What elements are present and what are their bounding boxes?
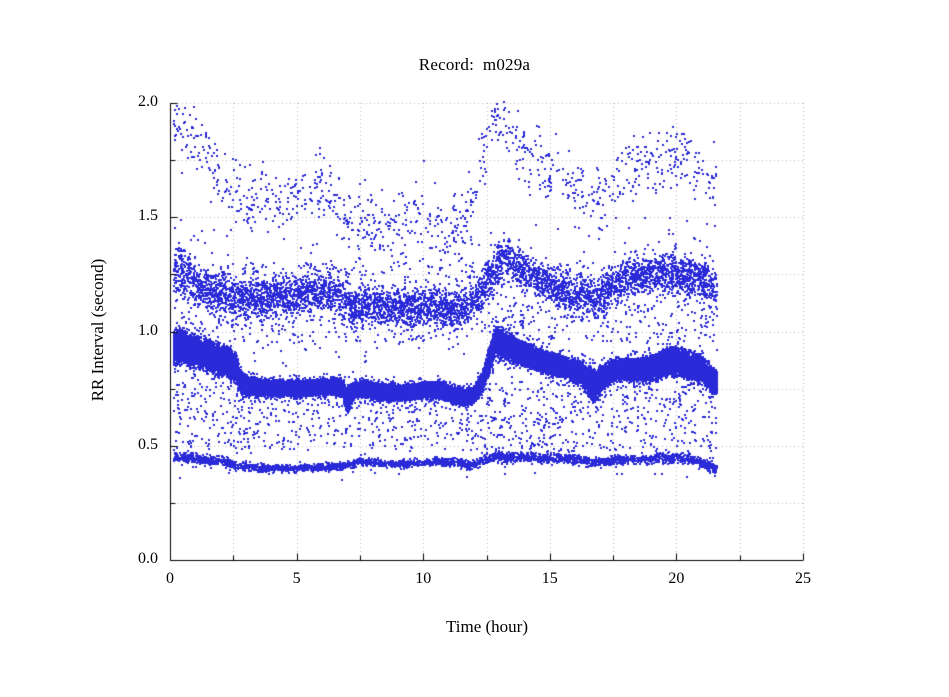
y-tick-label: 1.5 xyxy=(138,207,158,225)
x-axis-label: Time (hour) xyxy=(445,617,528,636)
x-tick-label: 25 xyxy=(795,570,811,587)
y-tick-label: 0.5 xyxy=(138,435,158,453)
x-tick-label: 10 xyxy=(415,570,432,587)
chart-title: Record: m029a xyxy=(418,55,531,74)
y-tick-label: 2.0 xyxy=(138,93,158,110)
y-tick-label: 1.0 xyxy=(138,321,158,339)
x-tick-label: 5 xyxy=(292,570,301,587)
x-tick-label: 0 xyxy=(166,570,174,587)
x-tick-label: 20 xyxy=(668,570,685,587)
y-tick-label: 0.0 xyxy=(138,550,158,567)
x-tick-label: 15 xyxy=(541,570,558,587)
